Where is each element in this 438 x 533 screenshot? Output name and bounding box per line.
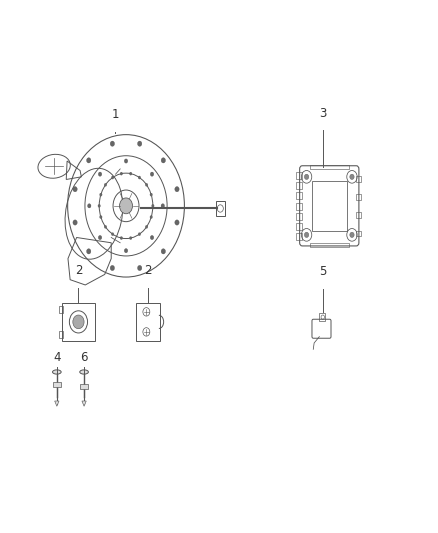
Text: 6: 6 (80, 351, 88, 364)
Circle shape (129, 237, 132, 240)
Circle shape (110, 265, 114, 271)
Circle shape (150, 193, 152, 196)
Bar (59, 331, 63, 338)
Circle shape (87, 249, 91, 254)
Circle shape (73, 187, 77, 192)
Polygon shape (55, 401, 59, 406)
Circle shape (150, 215, 152, 219)
Circle shape (98, 172, 102, 176)
Bar (356, 231, 360, 237)
Circle shape (73, 315, 84, 329)
Circle shape (304, 174, 309, 180)
Circle shape (350, 174, 354, 180)
Circle shape (161, 158, 166, 163)
Ellipse shape (80, 370, 88, 374)
Circle shape (73, 220, 77, 225)
Text: 5: 5 (319, 265, 326, 278)
Circle shape (138, 176, 141, 179)
Circle shape (304, 232, 309, 238)
Circle shape (120, 198, 133, 214)
Text: 3: 3 (319, 107, 326, 120)
Bar (319, 313, 325, 321)
Circle shape (98, 236, 102, 240)
Circle shape (145, 183, 148, 187)
Circle shape (120, 237, 123, 240)
Bar (356, 176, 360, 182)
Bar (296, 213, 302, 220)
Circle shape (104, 225, 107, 229)
Circle shape (138, 141, 142, 147)
Circle shape (350, 232, 354, 238)
Bar (356, 212, 360, 218)
Bar (53, 382, 61, 387)
Circle shape (98, 204, 100, 207)
Circle shape (175, 187, 179, 192)
Circle shape (99, 215, 102, 219)
Circle shape (99, 193, 102, 196)
Circle shape (120, 172, 123, 175)
Bar (80, 384, 88, 389)
Bar (296, 233, 302, 240)
Circle shape (111, 176, 114, 179)
Text: 1: 1 (111, 108, 119, 122)
Bar (296, 172, 302, 179)
Circle shape (88, 204, 91, 208)
Ellipse shape (53, 370, 61, 374)
Circle shape (175, 220, 179, 225)
Circle shape (152, 204, 154, 207)
Circle shape (150, 172, 154, 176)
Circle shape (161, 249, 166, 254)
Bar (296, 203, 302, 209)
Text: 4: 4 (53, 351, 60, 364)
Bar (296, 223, 302, 230)
Circle shape (124, 248, 128, 253)
Bar (296, 192, 302, 199)
Circle shape (124, 159, 128, 163)
Circle shape (138, 232, 141, 236)
Circle shape (110, 141, 114, 147)
Bar (59, 306, 63, 313)
Bar (215, 201, 225, 216)
Circle shape (150, 236, 154, 240)
Text: 2: 2 (75, 264, 82, 277)
Text: 2: 2 (144, 264, 152, 277)
Bar (296, 182, 302, 189)
Circle shape (129, 172, 132, 175)
Circle shape (138, 265, 142, 271)
Circle shape (104, 183, 107, 187)
Bar (310, 165, 349, 169)
Circle shape (161, 204, 165, 208)
Bar (310, 243, 349, 247)
Bar (312, 181, 347, 231)
Circle shape (145, 225, 148, 229)
Circle shape (111, 232, 114, 236)
Circle shape (87, 158, 91, 163)
Bar (356, 194, 360, 200)
Polygon shape (82, 401, 86, 406)
